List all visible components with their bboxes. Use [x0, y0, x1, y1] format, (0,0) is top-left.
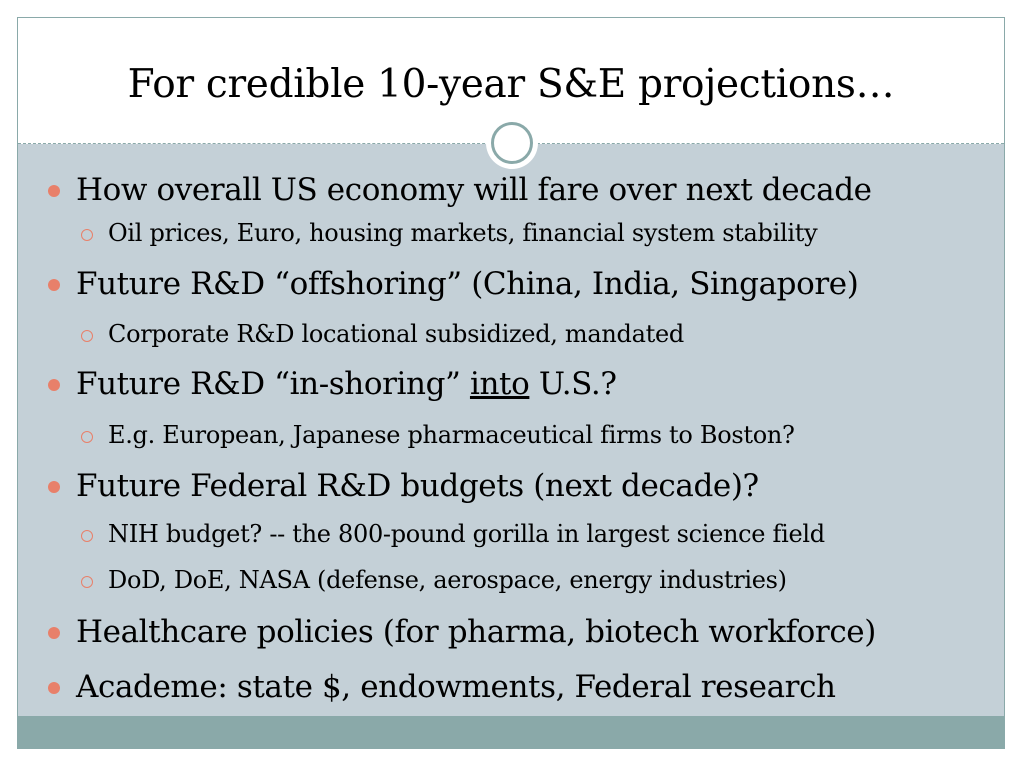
- sub-bullet-item: E.g. European, Japanese pharmaceutical f…: [81, 421, 795, 449]
- sub-bullet-text: Corporate R&D locational subsidized, man…: [108, 320, 684, 348]
- divider-circle-icon: [486, 117, 538, 169]
- slide: For credible 10-year S&E projections… Ho…: [17, 17, 1005, 749]
- bullet-text-underlined: into: [469, 366, 530, 402]
- sub-bullet-item: DoD, DoE, NASA (defense, aerospace, ener…: [81, 566, 787, 594]
- bullet-dot-icon: [48, 279, 60, 291]
- bullet-text: Healthcare policies (for pharma, biotech…: [76, 614, 876, 650]
- bullet-item: Academe: state $, endowments, Federal re…: [48, 669, 836, 705]
- content-area: How overall US economy will fare over ne…: [18, 144, 1004, 716]
- bullet-text-start: Future R&D “in-shoring”: [76, 366, 470, 402]
- bullet-dot-icon: [48, 481, 60, 493]
- sub-bullet-item: NIH budget? -- the 800-pound gorilla in …: [81, 520, 825, 548]
- sub-bullet-item: Oil prices, Euro, housing markets, finan…: [81, 219, 818, 247]
- sub-bullet-text: DoD, DoE, NASA (defense, aerospace, ener…: [108, 566, 787, 594]
- bullet-text: How overall US economy will fare over ne…: [76, 172, 872, 208]
- divider-circle-ring: [491, 122, 533, 164]
- bullet-text: Academe: state $, endowments, Federal re…: [76, 669, 836, 705]
- sub-bullet-item: Corporate R&D locational subsidized, man…: [81, 320, 684, 348]
- sub-bullet-ring-icon: [81, 229, 93, 241]
- sub-bullet-text: E.g. European, Japanese pharmaceutical f…: [108, 421, 795, 449]
- bullet-dot-icon: [48, 379, 60, 391]
- bullet-item: Future R&D “in-shoring” into U.S.?: [48, 366, 617, 402]
- bullet-dot-icon: [48, 627, 60, 639]
- bullet-item: Healthcare policies (for pharma, biotech…: [48, 614, 876, 650]
- bullet-item: Future R&D “offshoring” (China, India, S…: [48, 266, 859, 302]
- bullet-dot-icon: [48, 185, 60, 197]
- bullet-dot-icon: [48, 682, 60, 694]
- bullet-item: How overall US economy will fare over ne…: [48, 172, 872, 208]
- bullet-text-end: U.S.?: [529, 366, 617, 402]
- slide-title: For credible 10-year S&E projections…: [127, 62, 895, 107]
- sub-bullet-text: NIH budget? -- the 800-pound gorilla in …: [108, 520, 825, 548]
- bullet-text: Future Federal R&D budgets (next decade)…: [76, 468, 759, 504]
- footer-band: [18, 716, 1004, 748]
- sub-bullet-ring-icon: [81, 576, 93, 588]
- bullet-text: Future R&D “offshoring” (China, India, S…: [76, 266, 859, 302]
- sub-bullet-text: Oil prices, Euro, housing markets, finan…: [108, 219, 818, 247]
- sub-bullet-ring-icon: [81, 330, 93, 342]
- sub-bullet-ring-icon: [81, 431, 93, 443]
- sub-bullet-ring-icon: [81, 530, 93, 542]
- bullet-item: Future Federal R&D budgets (next decade)…: [48, 468, 759, 504]
